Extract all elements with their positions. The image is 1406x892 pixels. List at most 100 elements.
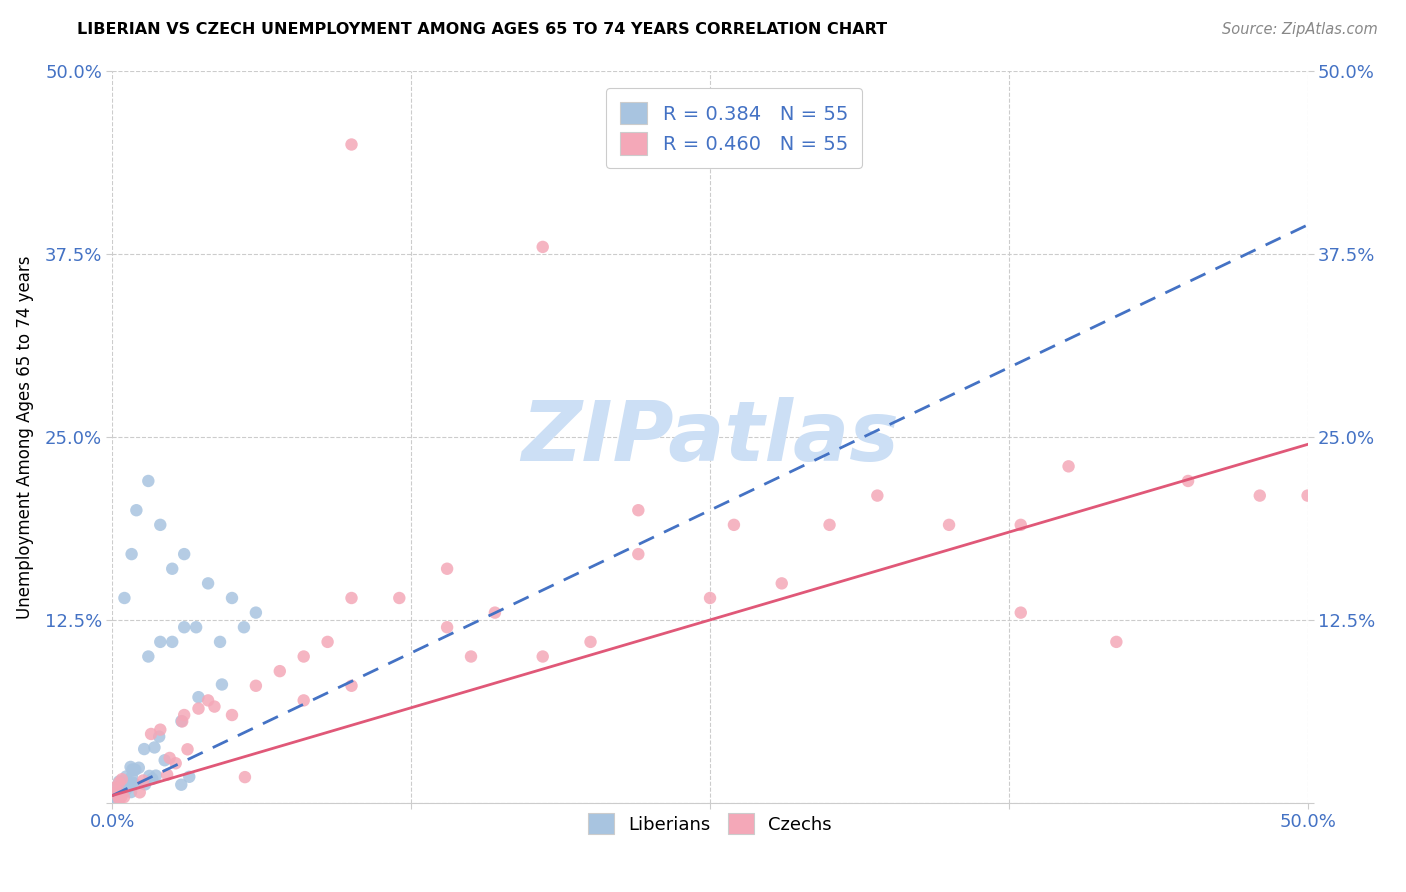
Point	[108, 790, 131, 805]
Point	[187, 701, 209, 715]
Point	[292, 649, 315, 664]
Point	[149, 723, 172, 737]
Point	[162, 635, 183, 649]
Point	[121, 775, 143, 789]
Y-axis label: Unemployment Among Ages 65 to 74 years: Unemployment Among Ages 65 to 74 years	[15, 255, 34, 619]
Point	[531, 240, 554, 254]
Point	[114, 783, 136, 797]
Point	[111, 772, 134, 787]
Legend: Liberians, Czechs: Liberians, Czechs	[581, 806, 839, 841]
Point	[770, 576, 793, 591]
Point	[388, 591, 411, 605]
Point	[173, 547, 195, 561]
Point	[211, 677, 233, 691]
Point	[316, 635, 339, 649]
Point	[115, 778, 138, 792]
Point	[153, 753, 176, 767]
Point	[173, 708, 195, 723]
Point	[108, 775, 131, 789]
Point	[121, 763, 143, 777]
Point	[110, 789, 132, 803]
Point	[1010, 606, 1032, 620]
Point	[938, 517, 960, 532]
Point	[104, 780, 127, 795]
Point	[145, 769, 167, 783]
Point	[186, 620, 208, 634]
Point	[104, 792, 127, 806]
Point	[245, 679, 267, 693]
Point	[204, 699, 226, 714]
Point	[627, 503, 650, 517]
Point	[114, 591, 135, 605]
Point	[460, 649, 482, 664]
Point	[221, 591, 243, 605]
Point	[866, 489, 889, 503]
Point	[484, 606, 506, 620]
Point	[699, 591, 721, 605]
Point	[627, 547, 650, 561]
Point	[197, 693, 219, 707]
Point	[105, 790, 128, 805]
Point	[723, 517, 745, 532]
Point	[139, 727, 162, 741]
Point	[110, 791, 132, 805]
Point	[165, 756, 187, 771]
Point	[125, 503, 148, 517]
Point	[221, 708, 243, 723]
Point	[269, 664, 291, 678]
Point	[138, 474, 160, 488]
Point	[162, 562, 183, 576]
Point	[292, 693, 315, 707]
Point	[245, 606, 267, 620]
Point	[120, 785, 142, 799]
Point	[128, 785, 150, 799]
Point	[170, 778, 193, 792]
Text: ZIPatlas: ZIPatlas	[522, 397, 898, 477]
Point	[118, 777, 141, 791]
Point	[233, 770, 256, 784]
Point	[124, 763, 146, 777]
Point	[176, 742, 198, 756]
Point	[143, 740, 166, 755]
Point	[1296, 489, 1319, 503]
Point	[209, 635, 232, 649]
Point	[818, 517, 841, 532]
Point	[105, 784, 128, 798]
Point	[1177, 474, 1199, 488]
Point	[115, 769, 138, 783]
Point	[108, 792, 131, 806]
Point	[531, 649, 554, 664]
Text: Source: ZipAtlas.com: Source: ZipAtlas.com	[1222, 22, 1378, 37]
Point	[148, 730, 170, 744]
Point	[197, 576, 219, 591]
Point	[104, 789, 127, 803]
Point	[122, 763, 145, 777]
Point	[141, 772, 163, 786]
Point	[340, 137, 363, 152]
Point	[187, 690, 209, 705]
Point	[436, 562, 458, 576]
Point	[138, 649, 160, 664]
Point	[1249, 489, 1271, 503]
Point	[173, 620, 195, 634]
Point	[149, 517, 172, 532]
Point	[138, 769, 160, 783]
Point	[121, 547, 143, 561]
Point	[159, 751, 181, 765]
Point	[179, 770, 201, 784]
Point	[134, 742, 156, 756]
Text: LIBERIAN VS CZECH UNEMPLOYMENT AMONG AGES 65 TO 74 YEARS CORRELATION CHART: LIBERIAN VS CZECH UNEMPLOYMENT AMONG AGE…	[77, 22, 887, 37]
Point	[172, 714, 194, 729]
Point	[121, 769, 143, 783]
Point	[340, 679, 363, 693]
Point	[112, 780, 135, 794]
Point	[107, 789, 129, 803]
Point	[156, 767, 179, 781]
Point	[108, 783, 131, 797]
Point	[1057, 459, 1080, 474]
Point	[118, 780, 141, 794]
Point	[124, 777, 146, 791]
Point	[104, 782, 127, 797]
Point	[111, 773, 134, 788]
Point	[120, 760, 142, 774]
